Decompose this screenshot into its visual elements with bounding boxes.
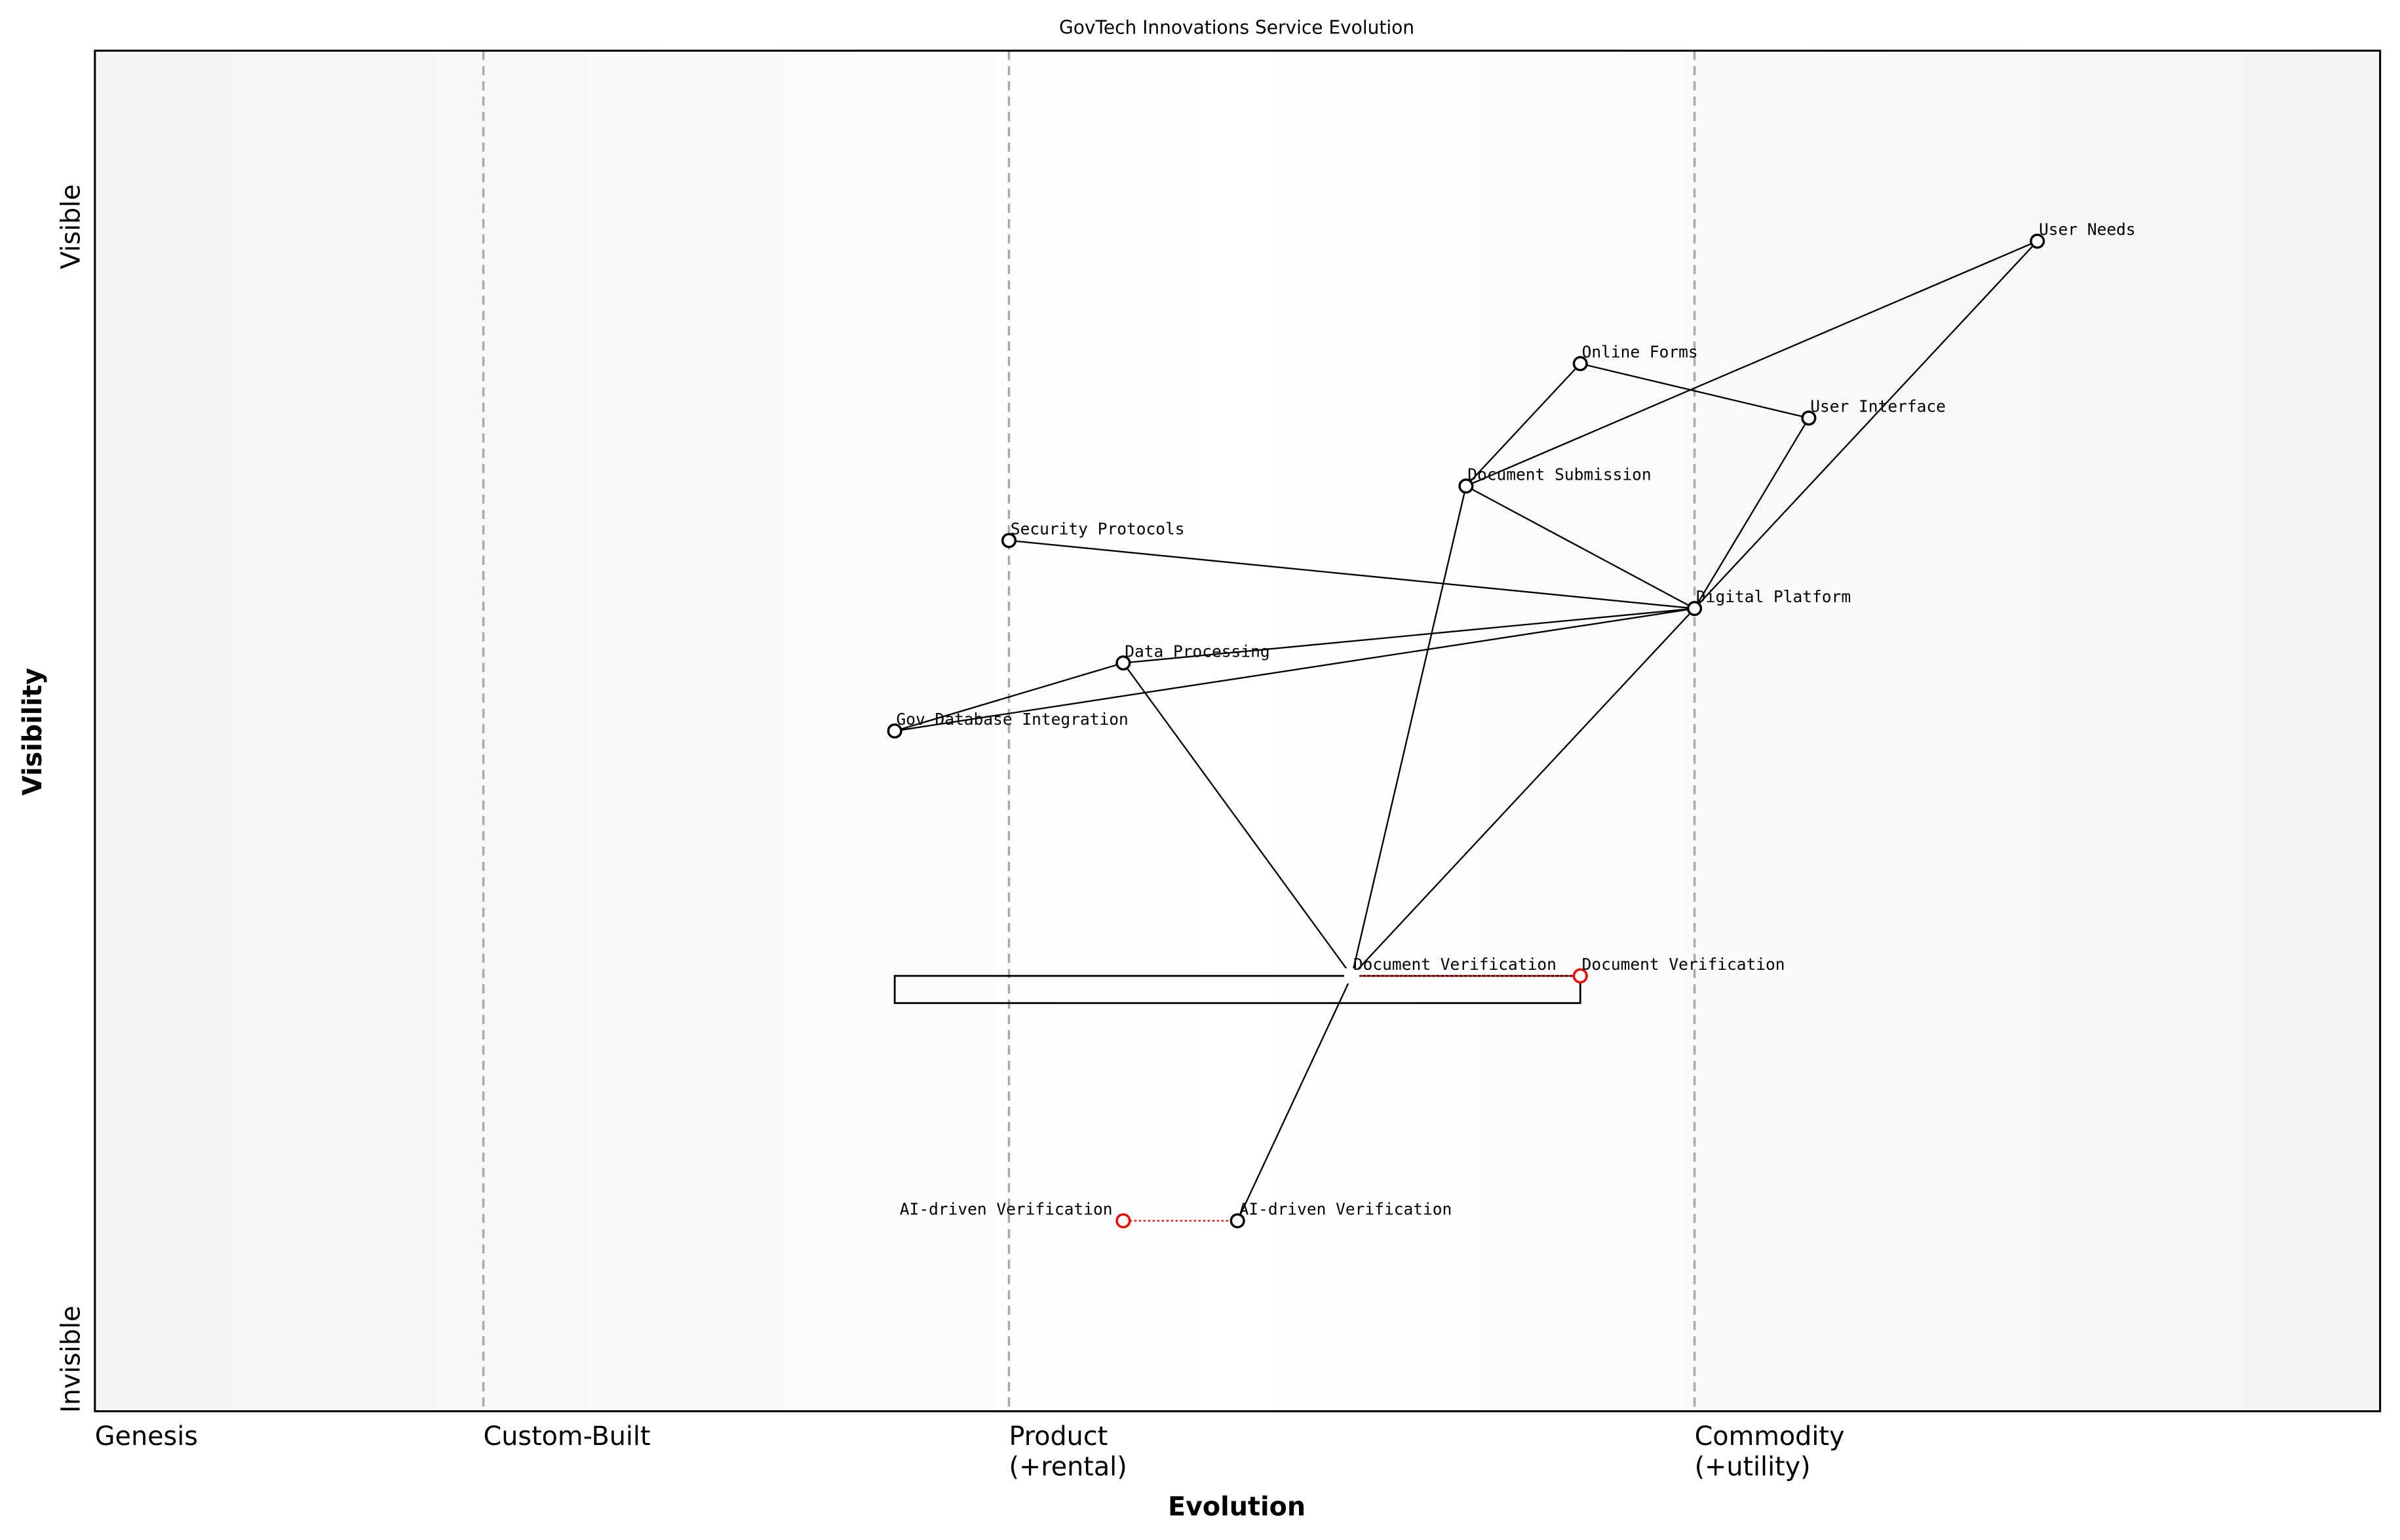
link-user_needs-document_submission (1465, 240, 2038, 487)
chart-title: GovTech Innovations Service Evolution (1059, 17, 1414, 39)
component-marker (1801, 410, 1817, 426)
link-digital_platform-document_verification (1351, 607, 1695, 976)
x-axis-label: Evolution (1168, 1492, 1306, 1522)
link-document_submission-digital_platform (1465, 485, 1695, 609)
component-label: User Needs (2039, 220, 2136, 239)
x-tick-label: Custom-Built (484, 1421, 651, 1452)
link-user_needs-digital_platform (1694, 241, 2038, 609)
nodes-group: Document Verification AI-driven Verificat… (887, 220, 2136, 1229)
evolved-component-marker (1572, 968, 1588, 984)
y-tick-visible: Visible (56, 184, 86, 269)
component-marker (1115, 655, 1131, 671)
y-axis-label: Visibility (18, 668, 48, 796)
component-label: Data Processing (1125, 642, 1269, 661)
link-document_verification-ai_verification (1237, 975, 1353, 1222)
links-group (894, 240, 2038, 1222)
evolved-component-marker (1115, 1213, 1131, 1229)
link-document_submission-document_verification (1351, 486, 1467, 976)
component-marker (1687, 601, 1703, 617)
x-tick-label: Commodity (+utility) (1695, 1421, 1845, 1482)
component-label: AI-driven Verification (1239, 1200, 1452, 1219)
component-label: Gov Database Integration (897, 710, 1129, 729)
link-gov_database-data_processing (894, 662, 1124, 732)
pipeline-box (893, 974, 1581, 1005)
component-label: Digital Platform (1696, 587, 1851, 606)
evolution-group (1123, 974, 1581, 1222)
link-data_processing-document_verification (1122, 662, 1353, 976)
component-label: Document Submission (1467, 465, 1651, 484)
component-marker (1001, 533, 1017, 549)
component-marker (1229, 1213, 1245, 1229)
evolved-component-label: AI-driven Verification (900, 1200, 1113, 1219)
pipeline-group (893, 974, 1581, 1005)
component-marker (2030, 233, 2045, 249)
x-ticks: Genesis Custom-Built Product (+rental) Commo… (95, 1421, 1845, 1482)
link-online_forms-document_submission (1465, 363, 1581, 487)
evolved-component-label: Document Verification (1582, 955, 1785, 974)
link-data_processing-digital_platform (1123, 607, 1695, 664)
plot-background (94, 50, 2380, 1412)
link-online_forms-user_interface (1579, 362, 1810, 419)
plot-frame (94, 49, 2382, 1413)
component-label: Document Verification (1353, 955, 1557, 974)
component-marker (1572, 356, 1588, 372)
x-tick-label: Product (+rental) (1009, 1421, 1127, 1482)
component-label: Online Forms (1582, 343, 1698, 362)
stage-lines (482, 50, 1696, 1412)
component-label: User Interface (1810, 397, 1946, 416)
component-marker (887, 723, 902, 739)
component-marker (1344, 968, 1360, 984)
link-security_protocols-digital_platform (1009, 539, 1695, 609)
component-label: Security Protocols (1011, 519, 1185, 538)
x-tick-label: Genesis (95, 1421, 198, 1452)
y-tick-invisible: Invisible (56, 1305, 86, 1413)
component-marker (1458, 478, 1474, 494)
link-gov_database-digital_platform (895, 607, 1695, 732)
link-user_interface-digital_platform (1694, 417, 1810, 609)
